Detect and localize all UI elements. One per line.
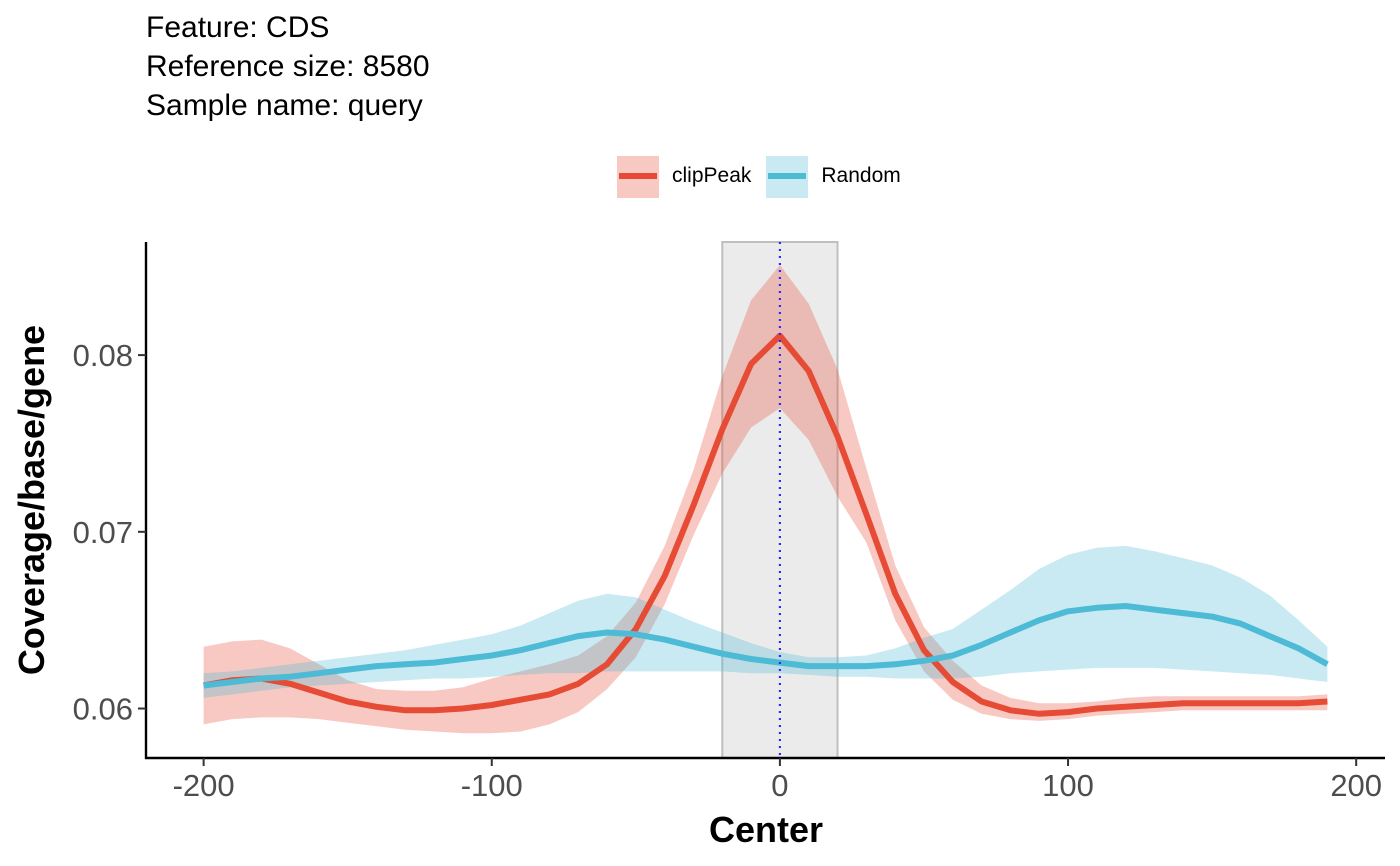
y-tick-label: 0.06 <box>73 692 133 727</box>
line-random <box>203 603 1329 689</box>
x-axis-title: Center <box>709 809 823 850</box>
confidence-bands <box>203 265 1328 734</box>
x-tick-label: 0 <box>771 768 788 803</box>
legend-item-clippeak: clipPeak <box>614 154 751 198</box>
legend-line-clippeak <box>619 173 657 179</box>
band-random <box>203 545 1328 698</box>
y-tick-label: 0.07 <box>73 515 133 550</box>
legend-item-random: Random <box>763 154 901 198</box>
y-tick-label: 0.08 <box>73 338 133 373</box>
x-tick-label: -200 <box>173 768 235 803</box>
legend-key-random <box>763 154 809 198</box>
x-tick-label: 200 <box>1330 768 1382 803</box>
x-tick-label: -100 <box>461 768 523 803</box>
title-feature: Feature: CDS <box>146 11 330 44</box>
line-clippeak <box>203 332 1328 717</box>
chart-title: Feature: CDS Reference size: 8580 Sample… <box>146 8 430 125</box>
legend: clipPeak Random <box>614 152 913 200</box>
legend-label-random: Random <box>821 164 901 187</box>
legend-label-clippeak: clipPeak <box>672 164 752 187</box>
legend-line-random <box>768 173 807 179</box>
y-ticks: 0.06 0.07 0.08 <box>73 338 146 727</box>
legend-key-clippeak <box>614 154 660 198</box>
band-clippeak <box>203 265 1328 734</box>
axes <box>144 242 1385 760</box>
y-axis-title: Coverage/base/gene <box>11 325 52 675</box>
title-sample-name: Sample name: query <box>146 89 423 122</box>
x-tick-label: 100 <box>1042 768 1094 803</box>
x-ticks: -200 -100 0 100 200 <box>173 758 1382 803</box>
series-lines <box>203 332 1329 717</box>
title-reference-size: Reference size: 8580 <box>146 50 430 83</box>
